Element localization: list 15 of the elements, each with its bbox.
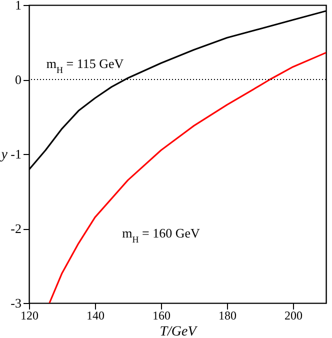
x-tick-label: 180 <box>218 308 236 322</box>
series-label: m$_{H}$ = 160 GeV <box>122 225 200 244</box>
x-tick-label: 160 <box>152 308 170 322</box>
series-label: m$_{H}$ = 115 GeV <box>46 56 124 76</box>
line-series <box>48 52 326 303</box>
y-tick-label: -2 <box>10 221 22 236</box>
x-tick-label: 140 <box>86 308 104 322</box>
y-tick-label: 1 <box>15 0 22 12</box>
y-tick-label: 0 <box>15 72 22 87</box>
y-tick-label: -3 <box>10 296 22 310</box>
y-tick-label: -1 <box>10 146 22 162</box>
x-tick-label: 120 <box>20 308 38 322</box>
x-tick-label: 200 <box>284 308 302 322</box>
x-axis-title: T/GeV <box>160 324 198 338</box>
y-axis-title: y <box>0 148 8 162</box>
